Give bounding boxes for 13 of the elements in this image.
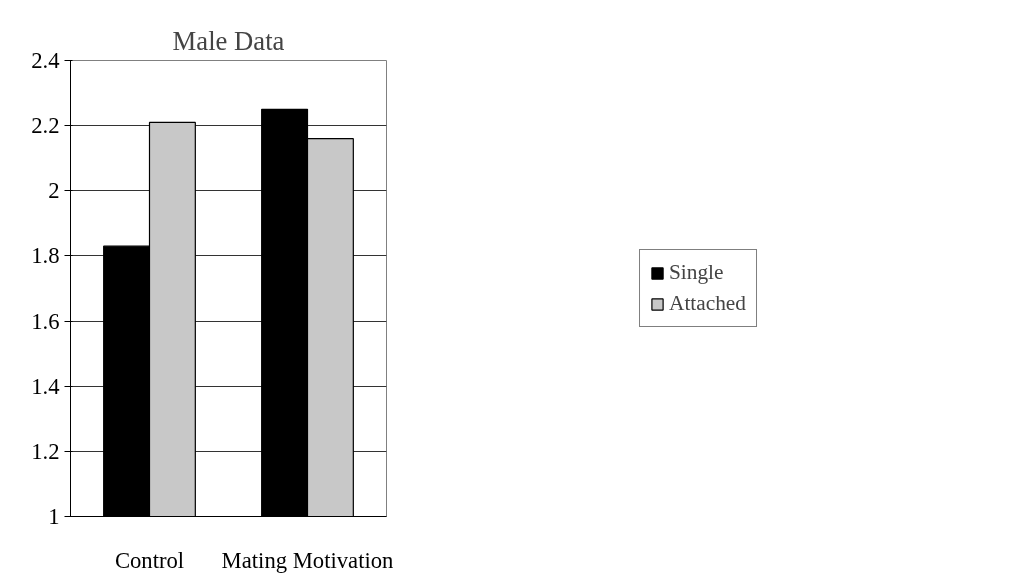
y-tick-label: 1: [48, 504, 60, 529]
x-tick-label: Control: [114, 547, 185, 573]
y-tick-label: 1.2: [31, 438, 60, 464]
y-tick-label: 1.8: [31, 243, 60, 269]
x-tick-label: Mating Motivation: [221, 547, 394, 573]
legend-label: Attached: [669, 291, 746, 316]
chart-title: Male Data: [172, 25, 285, 56]
y-tick-label: 2.2: [31, 113, 60, 139]
y-tick-label: 2.4: [31, 48, 60, 73]
y-tick-label: 1.4: [31, 373, 60, 399]
y-tick-label: 2: [48, 178, 60, 204]
legend-label: Single: [669, 260, 724, 285]
y-tick-label: 1.6: [31, 308, 60, 334]
